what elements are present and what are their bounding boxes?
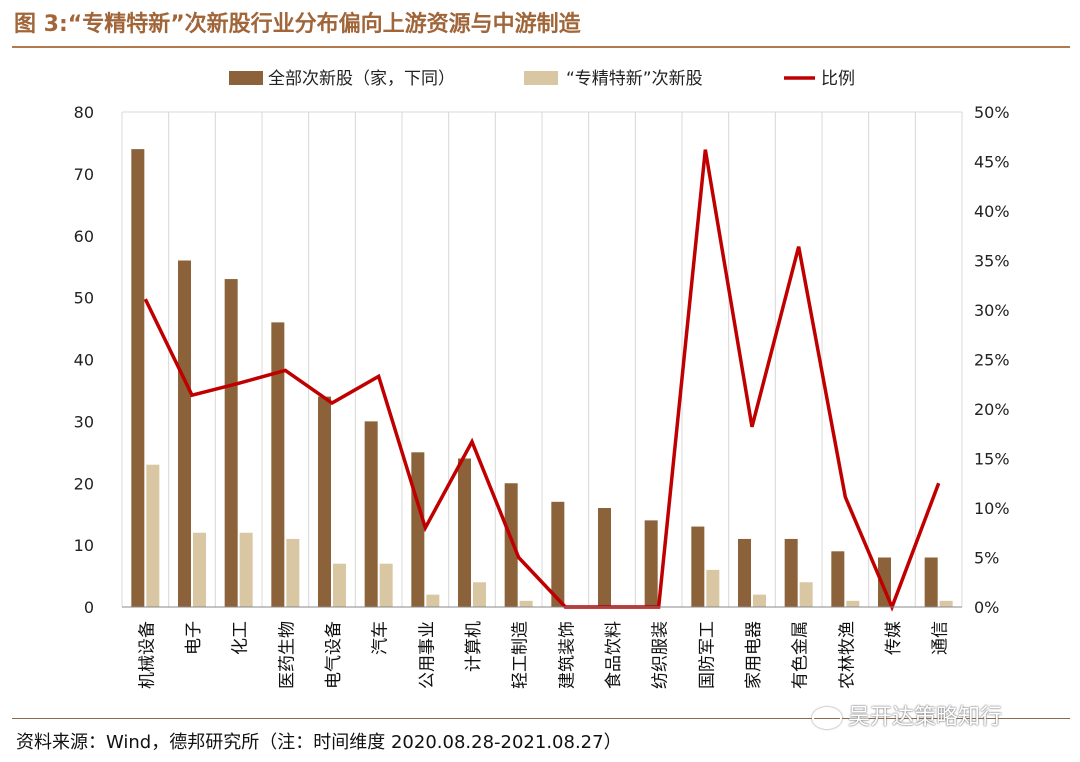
bar-all — [224, 279, 238, 607]
watermark: 吴开达策略知行 — [812, 699, 1002, 731]
y-left-tick-label: 30 — [74, 412, 94, 431]
x-category-label: 有色金属 — [791, 621, 811, 689]
x-category-label: 国防军工 — [697, 621, 717, 689]
x-category-label: 纺织服装 — [651, 621, 671, 689]
y-right-tick-label: 20% — [974, 400, 1010, 419]
bar-zhuanjing — [146, 464, 160, 607]
bar-zhuanjing — [286, 538, 300, 607]
y-left-tick-label: 50 — [74, 289, 94, 308]
y-right-tick-label: 40% — [974, 202, 1010, 221]
bar-all — [551, 501, 565, 607]
y-left-tick-label: 20 — [74, 474, 94, 493]
x-category-label: 计算机 — [464, 621, 484, 672]
footer-rule — [12, 718, 1070, 719]
bar-zhuanjing — [239, 532, 253, 607]
y-left-tick-label: 40 — [74, 351, 94, 370]
bar-all — [504, 483, 518, 607]
y-right-tick-label: 45% — [974, 153, 1010, 172]
x-category-label: 食品饮料 — [604, 621, 624, 689]
x-category-label: 农林牧渔 — [837, 621, 857, 689]
bars — [131, 149, 953, 607]
y-right-tick-label: 25% — [974, 351, 1010, 370]
legend-label-all: 全部次新股（家，下同） — [268, 69, 455, 89]
bar-all — [644, 520, 658, 607]
ratio-line — [143, 149, 941, 612]
x-category-label: 医药生物 — [277, 621, 297, 689]
ratio-line-path — [143, 149, 941, 612]
y-left-tick-label: 80 — [74, 103, 94, 122]
bar-all — [831, 551, 845, 607]
title-underline — [12, 46, 1070, 48]
x-category-label: 轻工制造 — [511, 621, 531, 689]
legend-label-zhuanjing: “专精特新”次新股 — [566, 69, 703, 89]
y-right-tick-label: 30% — [974, 301, 1010, 320]
y-left-tick-label: 70 — [74, 165, 94, 184]
y-right-tick-label: 50% — [974, 103, 1010, 122]
bar-all — [598, 508, 611, 607]
grid-lines — [121, 112, 963, 607]
bar-all — [318, 396, 331, 607]
x-category-label: 家用电器 — [744, 621, 764, 689]
bar-all — [458, 458, 471, 607]
x-category-label: 电子 — [184, 621, 204, 655]
bar-all — [364, 421, 378, 607]
x-category-label: 公用事业 — [417, 621, 437, 689]
y-right-tick-label: 10% — [974, 499, 1010, 518]
wechat-icon — [812, 707, 842, 729]
watermark-text: 吴开达策略知行 — [848, 705, 1003, 730]
bar-zhuanjing — [519, 600, 533, 607]
bar-zhuanjing — [706, 569, 720, 607]
bar-zhuanjing — [473, 582, 486, 607]
bar-all — [178, 260, 191, 607]
bar-zhuanjing — [426, 594, 440, 607]
bar-all — [131, 149, 145, 607]
x-category-label: 机械设备 — [137, 621, 157, 689]
bar-all — [691, 526, 705, 607]
chart-title: 图 3:“专精特新”次新股行业分布偏向上游资源与中游制造 — [14, 12, 581, 37]
y-left-tick-label: 60 — [74, 227, 94, 246]
bar-all — [271, 322, 285, 607]
y-left-tick-label: 10 — [74, 536, 94, 555]
bar-zhuanjing — [753, 594, 766, 607]
y-right-tick-label: 15% — [974, 450, 1010, 469]
x-category-label: 化工 — [231, 621, 251, 655]
bar-all — [738, 538, 751, 607]
bar-all — [411, 452, 425, 607]
legend-swatch-all — [229, 71, 263, 85]
axes: 0 10 20 30 40 50 60 70 80 0% 5% 10% 15% 20% 25% 30% 35% 4… — [74, 103, 1010, 689]
bar-all — [924, 557, 938, 607]
x-category-label: 建筑装饰 — [557, 621, 577, 689]
bar-zhuanjing — [379, 563, 393, 607]
y-right-tick-label: 0% — [974, 598, 999, 617]
x-category-label: 通信 — [931, 621, 951, 655]
bar-zhuanjing — [193, 532, 206, 607]
x-category-label: 电气设备 — [324, 621, 344, 689]
y-right-tick-label: 5% — [974, 549, 999, 568]
bar-zhuanjing — [939, 600, 953, 607]
source-note: 资料来源：Wind，德邦研究所（注：时间维度 2020.08.28-2021.0… — [16, 732, 622, 753]
y-right-tick-label: 35% — [974, 252, 1010, 271]
legend-swatch-zhuanjing — [524, 71, 558, 85]
x-category-label: 汽车 — [371, 621, 391, 655]
y-left-tick-label: 0 — [84, 598, 94, 617]
bar-all — [784, 538, 798, 607]
bar-zhuanjing — [333, 563, 346, 607]
legend: 全部次新股（家，下同） “专精特新”次新股 比例 — [229, 69, 855, 89]
bar-zhuanjing — [799, 582, 813, 607]
legend-label-ratio: 比例 — [821, 69, 855, 89]
bar-zhuanjing — [846, 600, 860, 607]
x-category-label: 传媒 — [884, 621, 904, 655]
